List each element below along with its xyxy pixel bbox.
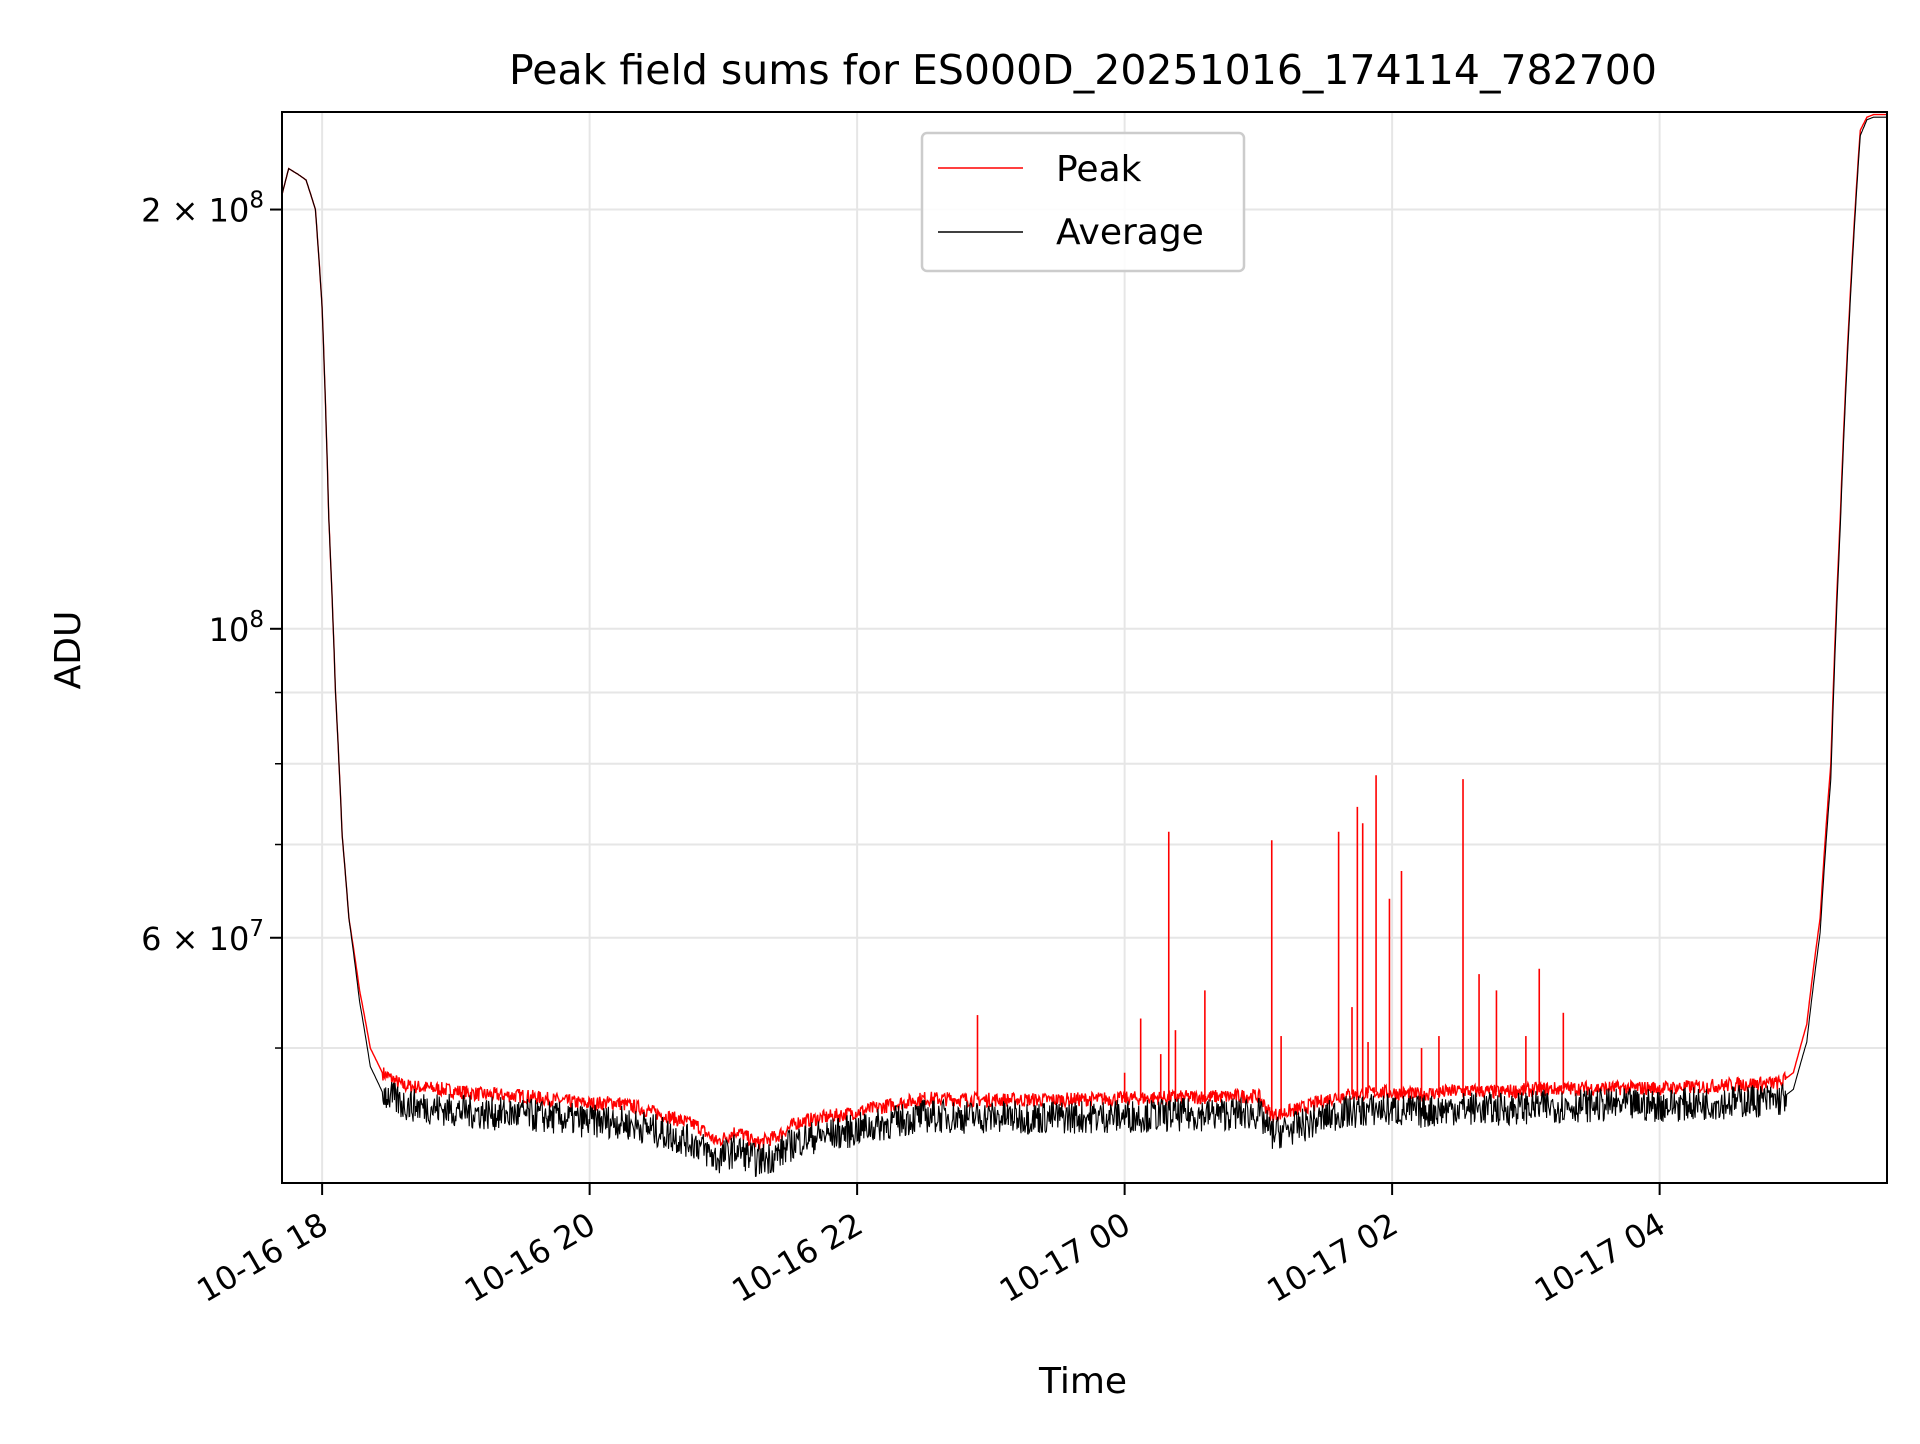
y-axis-label: ADU [48,611,89,690]
x-axis-label: Time [1038,1361,1127,1402]
x-tick-label: 10-16 20 [458,1205,602,1310]
x-tick-label: 10-17 00 [993,1205,1137,1310]
series-line-average [281,116,1887,1177]
y-tick-label: 6 × 107 [141,916,264,958]
x-tick-label: 10-16 18 [191,1205,335,1310]
axes: 10-16 18 10-16 20 10-16 22 10-17 00 10-17 02… [141,188,1672,1310]
y-tick-label: 2 × 108 [141,188,264,230]
y-tick-label: 108 [209,607,264,649]
legend-label-peak: Peak [1056,149,1142,190]
x-tick-label: 10-17 04 [1528,1205,1672,1310]
plot-frame [281,111,1888,1184]
series-layer [281,113,1887,1177]
legend: Peak Average [920,131,1246,273]
peak-spikes [976,775,1565,1116]
x-tick-label: 10-17 02 [1261,1205,1405,1310]
x-tick-label: 10-16 22 [726,1205,870,1310]
grid [282,112,1887,1183]
legend-label-average: Average [1056,212,1204,253]
chart-title: Peak field sums for ES000D_20251016_1741… [509,46,1657,94]
